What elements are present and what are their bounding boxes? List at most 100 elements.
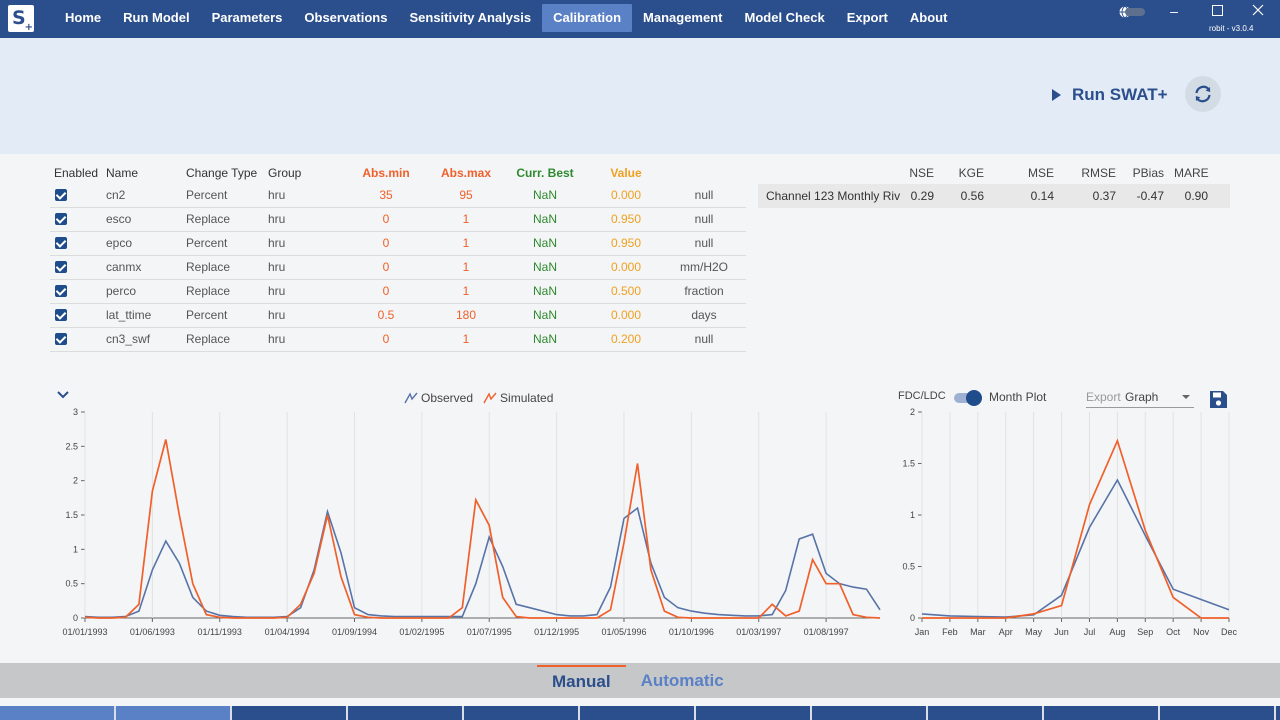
export-select[interactable]: Export Graph [1086, 389, 1194, 408]
footer-segment [812, 706, 928, 720]
footer-segment [464, 706, 580, 720]
nav-sensitivity-analysis[interactable]: Sensitivity Analysis [409, 10, 532, 25]
legend-observed-label: Observed [421, 391, 474, 405]
collapse-chevron-icon[interactable] [56, 390, 70, 400]
x-tick-label: Oct [1166, 627, 1181, 637]
metric-mare: 0.90 [1184, 189, 1208, 203]
x-tick-label: May [1025, 627, 1043, 637]
param-value[interactable]: 0.000 [610, 260, 642, 274]
run-swat-button[interactable]: Run SWAT+ [1052, 83, 1168, 107]
enabled-checkbox[interactable] [55, 285, 67, 297]
footer-segment [928, 706, 1044, 720]
enabled-checkbox[interactable] [55, 309, 67, 321]
x-tick-label: 01/11/1993 [198, 627, 242, 637]
app-logo: S + [8, 5, 34, 33]
footer-segment [1160, 706, 1276, 720]
y-tick-label: 1 [910, 510, 915, 520]
nav-model-check[interactable]: Model Check [744, 10, 825, 25]
run-button-label: Run SWAT+ [1072, 85, 1168, 104]
legend-simulated-label: Simulated [500, 391, 554, 405]
param-value[interactable]: 0.500 [610, 284, 642, 298]
nav-management[interactable]: Management [643, 10, 723, 25]
chart-legend: Observed Simulated [404, 390, 563, 406]
param-change-type: Replace [186, 284, 231, 298]
x-tick-label: Sep [1137, 627, 1153, 637]
nav-observations[interactable]: Observations [304, 10, 388, 25]
param-group: hru [268, 308, 286, 322]
fdc-ldc-label: FDC/LDC [898, 390, 946, 402]
x-tick-label: 01/03/1997 [736, 627, 781, 637]
metric-nse: 0.29 [910, 189, 934, 203]
user-version-label: robit - v3.0.4 [1209, 24, 1254, 33]
dropdown-caret-icon [1182, 395, 1190, 399]
footer-segment [696, 706, 812, 720]
header-panel [0, 38, 1280, 154]
nav-export[interactable]: Export [846, 10, 888, 25]
save-icon[interactable] [1208, 389, 1229, 410]
param-group: hru [268, 212, 286, 226]
parameter-row[interactable]: perco Replace hru 0 1 NaN 0.500 fraction [50, 280, 746, 304]
nav-home[interactable]: Home [65, 10, 102, 25]
param-abs-min: 0.5 [377, 308, 395, 322]
y-tick-label: 2 [73, 476, 78, 486]
param-curr-best: NaN [532, 308, 557, 322]
maximize-icon[interactable] [1210, 4, 1224, 18]
logo-text: S [12, 7, 26, 29]
param-abs-min: 0 [382, 284, 390, 298]
toggle-knob [966, 390, 982, 406]
param-group: hru [268, 260, 286, 274]
enabled-checkbox[interactable] [55, 333, 67, 345]
close-icon[interactable] [1251, 4, 1265, 18]
x-tick-label: Dec [1221, 627, 1238, 637]
parameter-row[interactable]: canmx Replace hru 0 1 NaN 0.000 mm/H2O [50, 256, 746, 280]
footer-segment [0, 706, 116, 720]
nav-run-model[interactable]: Run Model [123, 10, 190, 25]
theme-toggle[interactable] [1125, 8, 1145, 16]
parameter-table-body: cn2 Percent hru 35 95 NaN 0.000 null esco Replace… [50, 184, 746, 352]
parameter-row[interactable]: cn2 Percent hru 35 95 NaN 0.000 null [50, 184, 746, 208]
param-value[interactable]: 0.950 [610, 236, 642, 250]
param-value[interactable]: 0.200 [610, 332, 642, 346]
enabled-checkbox[interactable] [55, 189, 67, 201]
refresh-button[interactable] [1185, 76, 1221, 112]
param-abs-min: 0 [382, 332, 390, 346]
header-value: Value [610, 166, 642, 180]
param-change-type: Percent [186, 188, 228, 202]
nav-about[interactable]: About [909, 10, 948, 25]
tab-manual[interactable]: Manual [537, 665, 626, 697]
param-change-type: Percent [186, 236, 228, 250]
header-name: Name [106, 166, 139, 180]
x-tick-label: Jan [915, 627, 930, 637]
parameter-table-header: Enabled Name Change Type Group Abs.min A… [50, 164, 746, 184]
enabled-checkbox[interactable] [55, 261, 67, 273]
minimize-icon[interactable]: – [1170, 3, 1178, 19]
param-abs-max: 1 [462, 212, 470, 226]
param-abs-min: 35 [379, 188, 393, 202]
header-abs-min: Abs.min [362, 166, 410, 180]
param-value[interactable]: 0.000 [610, 188, 642, 202]
x-tick-label: 01/10/1996 [669, 627, 714, 637]
legend-simulated[interactable]: Simulated [483, 390, 553, 406]
param-value[interactable]: 0.950 [610, 212, 642, 226]
param-value[interactable]: 0.000 [610, 308, 642, 322]
x-tick-label: 01/07/1995 [467, 627, 512, 637]
param-curr-best: NaN [532, 212, 557, 226]
fdc-month-toggle[interactable] [954, 390, 982, 406]
legend-observed[interactable]: Observed [404, 390, 473, 406]
parameter-row[interactable]: lat_ttime Percent hru 0.5 180 NaN 0.000 days [50, 304, 746, 328]
metric-header-nse: NSE [909, 166, 934, 180]
nav-calibration[interactable]: Calibration [542, 4, 633, 32]
metrics-row[interactable]: Channel 123 Monthly Riv 0.29 0.56 0.14 0… [758, 184, 1230, 208]
refresh-icon [1195, 85, 1211, 103]
nav-parameters[interactable]: Parameters [211, 10, 283, 25]
month-plot-chart: 0 0.5 1 1.5 2 Jan Feb Mar Apr May Jun Jul Aug Sep Oct N… [902, 407, 1238, 637]
param-abs-min: 0 [382, 260, 390, 274]
main-timeseries-chart: 0 0.5 1 1.5 2 2.5 3 01/01/1993 01/06/1993 01/11/1… [62, 407, 881, 637]
parameter-row[interactable]: esco Replace hru 0 1 NaN 0.950 null [50, 208, 746, 232]
param-curr-best: NaN [532, 260, 557, 274]
parameter-row[interactable]: cn3_swf Replace hru 0 1 NaN 0.200 null [50, 328, 746, 352]
tab-automatic[interactable]: Automatic [640, 671, 724, 690]
enabled-checkbox[interactable] [55, 237, 67, 249]
parameter-row[interactable]: epco Percent hru 0 1 NaN 0.950 null [50, 232, 746, 256]
enabled-checkbox[interactable] [55, 213, 67, 225]
